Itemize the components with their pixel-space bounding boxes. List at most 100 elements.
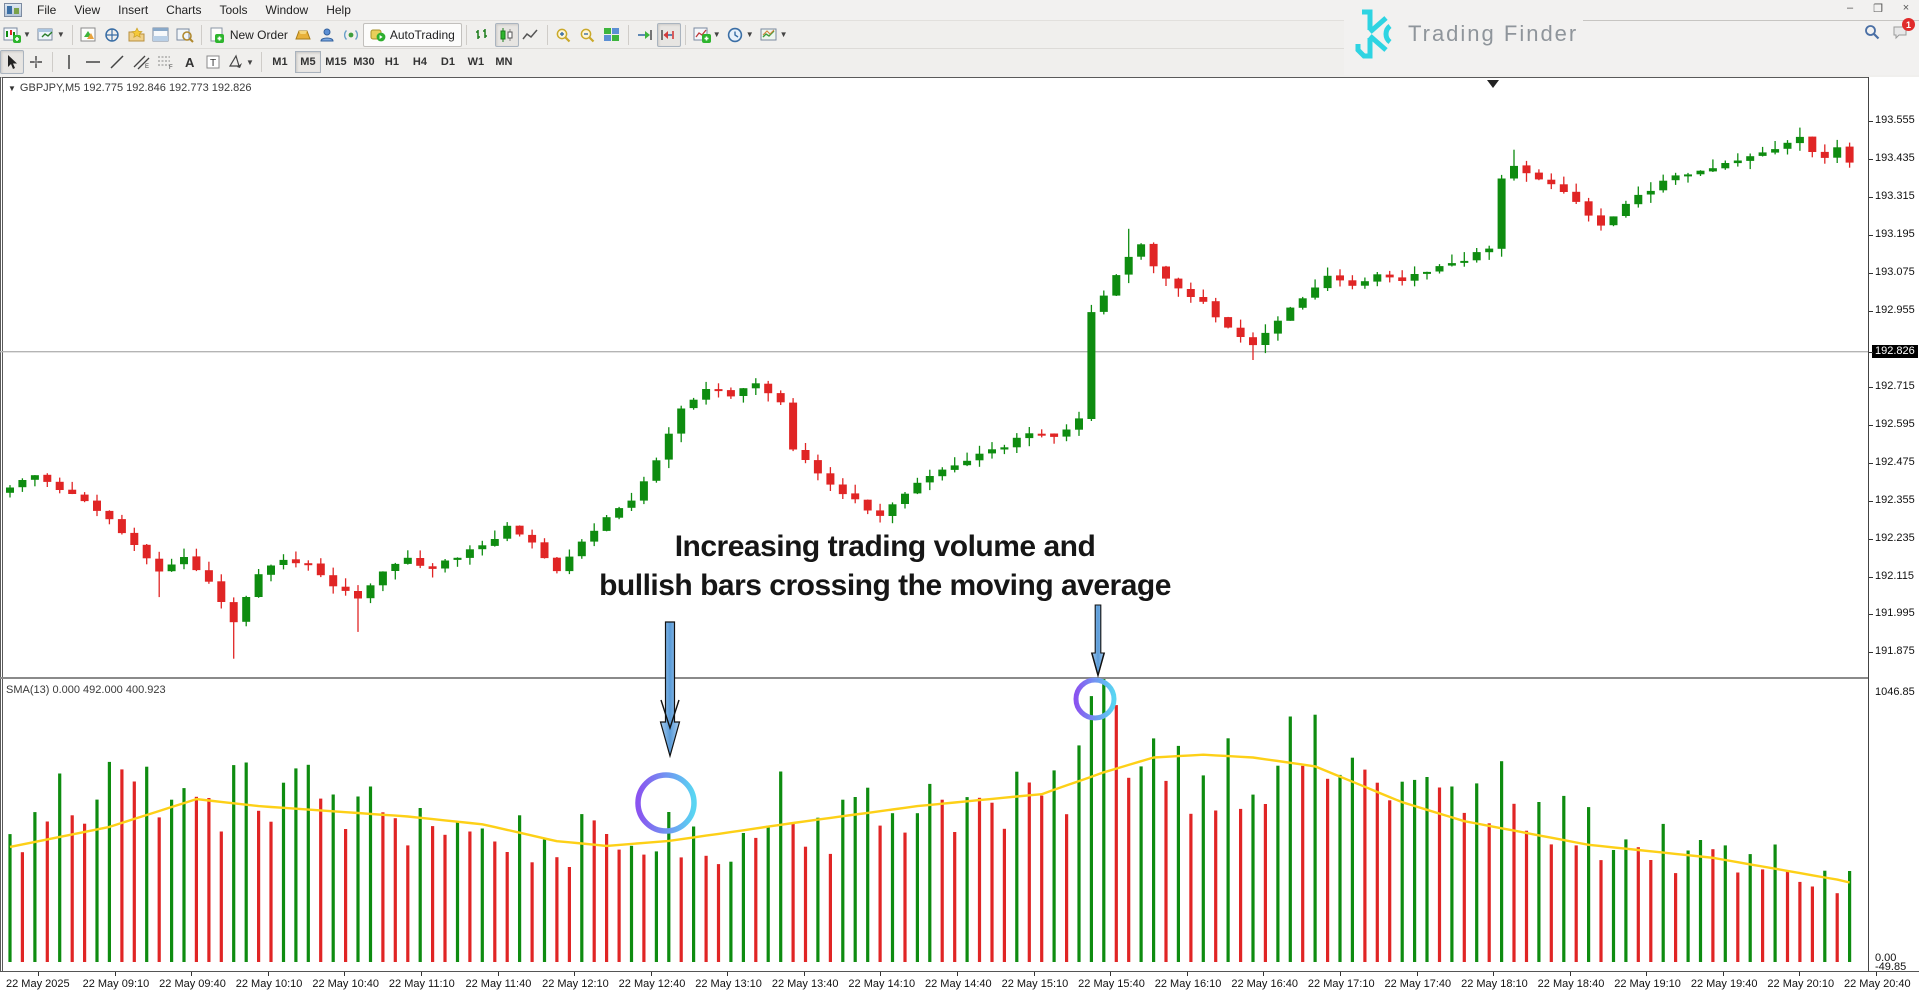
templates-button[interactable]: ▼ (757, 23, 791, 47)
price-tickmark (1869, 197, 1873, 199)
chat-button[interactable]: 1 (1892, 18, 1915, 45)
time-tickmark (1263, 972, 1265, 976)
terminal-button[interactable] (149, 23, 173, 47)
gold-ingot-button[interactable] (291, 23, 315, 47)
time-tick-label: 22 May 18:10 (1461, 978, 1528, 990)
volume-tick-label: -49.85 (1875, 961, 1907, 973)
new-order-button[interactable]: New Order (206, 23, 291, 47)
chevron-down-icon: ▼ (779, 30, 788, 39)
community-button[interactable] (315, 23, 339, 47)
indicators-icon (693, 27, 711, 43)
trading-finder-mark-icon (1355, 9, 1392, 59)
zoom-out-button[interactable] (576, 23, 600, 47)
chart-shift-button[interactable] (656, 22, 681, 47)
svg-text:T: T (210, 58, 216, 69)
price-tickmark (1869, 652, 1873, 654)
periods-button[interactable]: ▼ (724, 23, 757, 47)
zoom-in-icon (556, 28, 571, 42)
market-watch-button[interactable] (77, 23, 101, 47)
menu-window[interactable]: Window (265, 3, 309, 17)
crosshair-button[interactable] (24, 50, 48, 74)
trendline-button[interactable] (105, 50, 129, 74)
trendline-icon (110, 55, 124, 69)
text-button[interactable]: A (177, 50, 201, 74)
close-button[interactable]: × (1902, 2, 1910, 14)
line-chart-button[interactable] (519, 23, 543, 47)
time-tick-label: 22 May 13:10 (695, 978, 762, 990)
search-icon (1865, 25, 1880, 40)
chart-top-marker-icon (1487, 80, 1499, 88)
data-window-button[interactable] (101, 23, 125, 47)
volume-chart (8, 664, 1852, 962)
menu-view[interactable]: View (74, 3, 101, 17)
time-tickmark (497, 972, 499, 976)
timeframe-m1-button[interactable]: M1 (272, 56, 288, 68)
line-studies-toolbar: E F A T ▼ M1 M5 M15 M30 H1 H4 D1 W1 MN (0, 48, 1360, 75)
notification-badge: 1 (1902, 18, 1915, 31)
timeframe-w1-button[interactable]: W1 (467, 56, 485, 68)
profiles-button[interactable]: ▼ (34, 23, 68, 47)
timeframe-m30-button[interactable]: M30 (353, 56, 375, 68)
price-axis[interactable]: 193.555 193.435 193.315 193.195 193.075 192.9… (1868, 77, 1919, 973)
time-tick-label: 22 May 16:10 (1154, 978, 1222, 990)
new-chart-icon (3, 27, 21, 43)
label-button[interactable]: T (201, 50, 225, 74)
menu-charts[interactable]: Charts (166, 3, 202, 17)
timeframe-d1-button[interactable]: D1 (440, 56, 455, 68)
price-tick-label: 192.955 (1875, 303, 1915, 316)
vertical-line-button[interactable] (57, 50, 81, 74)
shapes-button[interactable]: ▼ (225, 50, 257, 74)
menu-insert[interactable]: Insert (118, 3, 149, 17)
time-tickmark (957, 972, 958, 976)
tile-windows-button[interactable] (600, 23, 624, 47)
time-tick-label: 22 May 12:10 (542, 978, 609, 990)
menu-tools[interactable]: Tools (219, 3, 248, 17)
search-button[interactable] (1864, 24, 1880, 45)
time-axis-border (0, 971, 1919, 972)
navigator-button[interactable] (125, 23, 149, 47)
indicators-button[interactable]: ▼ (690, 23, 724, 47)
time-tickmark (1186, 972, 1188, 976)
chevron-down-icon: ▼ (745, 30, 754, 39)
volume-pane[interactable] (0, 664, 1869, 971)
timeframe-h1-button[interactable]: H1 (384, 56, 399, 68)
channel-icon: E (133, 55, 149, 70)
price-tick-label: 192.115 (1875, 569, 1914, 582)
bar-chart-button[interactable] (471, 23, 495, 47)
svg-text:F: F (169, 65, 173, 70)
pane-separator[interactable] (0, 677, 1919, 679)
profiles-icon (37, 28, 53, 40)
new-order-label: New Order (229, 27, 288, 42)
zoom-in-button[interactable] (552, 23, 576, 47)
app-icon (4, 3, 22, 17)
strategy-tester-button[interactable] (173, 23, 197, 47)
horizontal-line-button[interactable] (81, 50, 105, 74)
timeframe-m15-button[interactable]: M15 (325, 56, 347, 68)
timeframe-mn-button[interactable]: MN (495, 56, 513, 68)
timeframe-h4-button[interactable]: H4 (412, 56, 427, 68)
time-axis[interactable]: 22 May 2025 22 May 09:10 22 May 09:40 22 Ma… (0, 972, 1919, 996)
restore-button[interactable]: ❐ (1873, 3, 1883, 15)
time-tickmark (1569, 972, 1571, 976)
timeframe-m5-button[interactable]: M5 (294, 51, 321, 73)
bar-chart-icon (476, 28, 488, 39)
time-tick-label: 22 May 2025 (6, 978, 70, 990)
menu-file[interactable]: File (37, 3, 57, 17)
channel-button[interactable]: E (129, 50, 153, 74)
price-tick-label: 192.715 (1875, 379, 1915, 392)
time-tick-label: 22 May 10:10 (235, 978, 303, 990)
chart-shift-icon (661, 29, 675, 40)
menu-help[interactable]: Help (326, 3, 351, 17)
cursor-button[interactable] (0, 50, 24, 74)
new-chart-button[interactable]: ▼ (0, 23, 34, 47)
minimize-button[interactable]: – (1846, 2, 1854, 14)
fibonacci-button[interactable]: F (153, 50, 177, 74)
autotrading-button[interactable]: AutoTrading (362, 22, 462, 47)
sma-line (9, 753, 1850, 884)
auto-scroll-button[interactable] (633, 23, 657, 47)
price-pane[interactable] (0, 77, 1869, 678)
price-tick-label: 193.435 (1875, 152, 1915, 165)
broadcast-button[interactable] (339, 23, 363, 47)
candlestick-chart-button[interactable] (494, 22, 519, 47)
